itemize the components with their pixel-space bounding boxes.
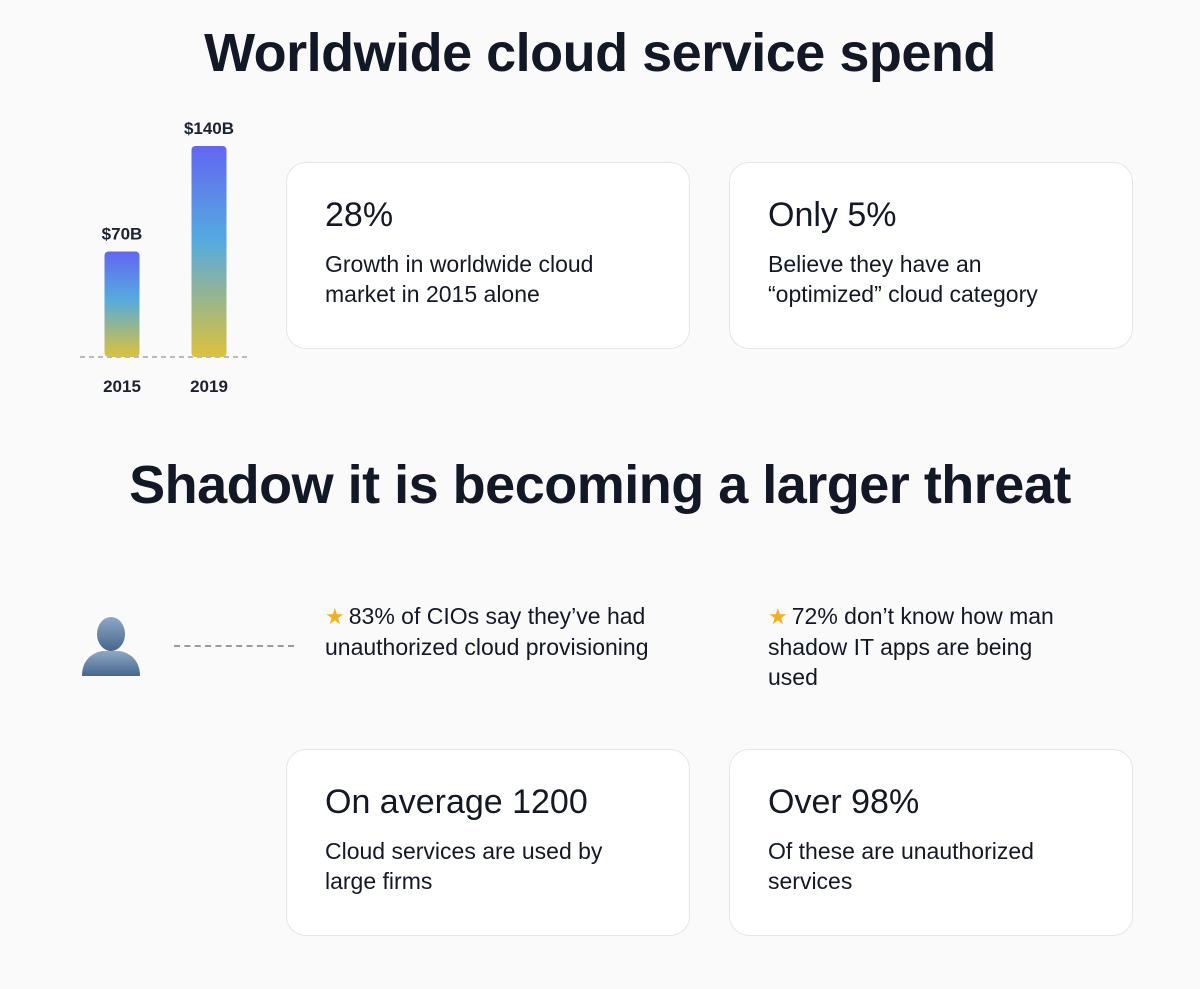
person-silhouette-icon [82, 617, 140, 676]
note-text: 83% of CIOs say they’ve had unauthorized… [325, 603, 649, 660]
stat-card-average: On average 1200 Cloud services are used … [286, 749, 690, 936]
stat-description: Of these are unauthorized services [768, 838, 1034, 894]
stat-value: Over 98% [768, 783, 920, 821]
stat-card-unauthorized: Over 98% Of these are unauthorized servi… [729, 749, 1133, 936]
stat-description: Growth in worldwide cloud market in 2015… [325, 251, 594, 307]
stat-value: On average 1200 [325, 783, 588, 821]
x-tick-label-2015: 2015 [103, 377, 141, 396]
stat-note-cios: ★ 83% of CIOs say they’ve had unauthorize… [325, 601, 705, 662]
stat-value: 28% [325, 196, 394, 234]
star-icon: ★ [768, 604, 788, 629]
cloud-spend-bar-chart: $70B 2015 $140B 2019 [80, 119, 250, 396]
stat-value: Only 5% [768, 196, 897, 234]
stat-card-optimized: Only 5% Believe they have an “optimized”… [729, 162, 1133, 349]
x-tick-label-2019: 2019 [190, 377, 228, 396]
bar-2015 [104, 251, 140, 357]
section-title-cloud-spend: Worldwide cloud service spend [204, 23, 996, 83]
data-label-2019: $140B [184, 119, 234, 138]
stat-note-apps: ★ 72% don’t know how man shadow IT apps a… [768, 601, 1088, 692]
dashed-connector [174, 645, 294, 647]
stat-card-growth: 28% Growth in worldwide cloud market in … [286, 162, 690, 349]
stat-description: Believe they have an “optimized” cloud c… [768, 251, 1038, 307]
stat-description: Cloud services are used by large firms [325, 838, 603, 894]
star-icon: ★ [325, 604, 345, 629]
note-text: 72% don’t know how man shadow IT apps ar… [768, 603, 1054, 690]
section-title-shadow-it: Shadow it is becoming a larger threat [129, 455, 1071, 515]
data-label-2015: $70B [102, 225, 143, 244]
bar-2019 [191, 146, 227, 357]
